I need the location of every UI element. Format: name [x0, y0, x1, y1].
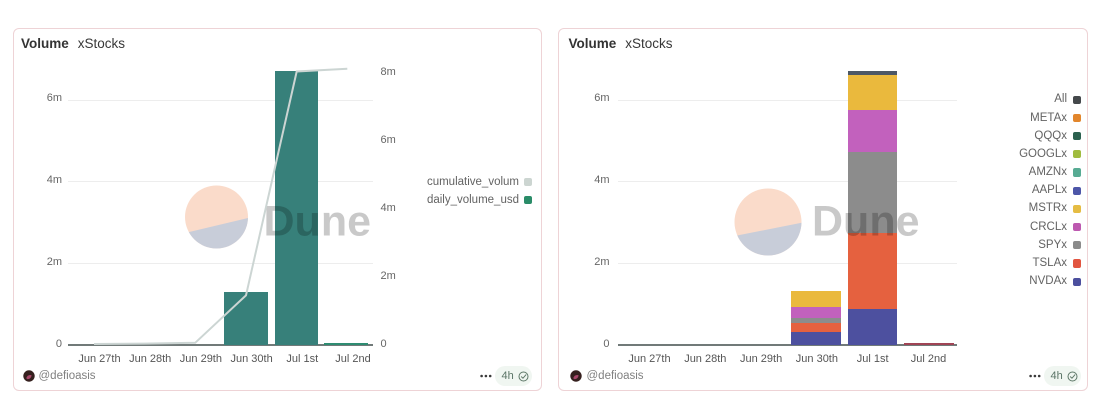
svg-text:Dune: Dune	[812, 198, 920, 246]
svg-text:Dune: Dune	[264, 198, 372, 246]
